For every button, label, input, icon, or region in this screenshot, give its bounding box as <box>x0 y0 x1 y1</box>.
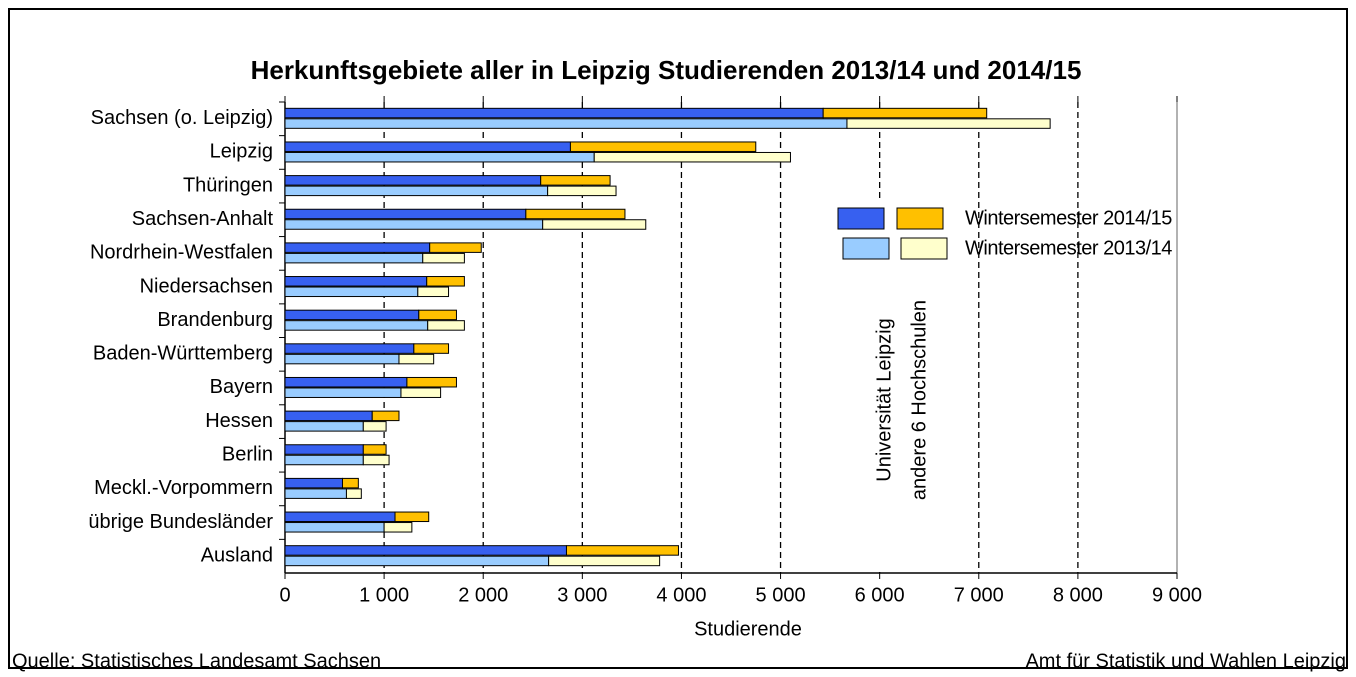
y-tick-label: Leipzig <box>210 141 273 163</box>
x-axis-label: Studierende <box>694 618 802 640</box>
bar <box>284 376 408 388</box>
bar <box>284 511 396 523</box>
bar <box>542 219 647 230</box>
bar <box>284 320 429 331</box>
bar <box>284 242 431 253</box>
bar <box>418 309 457 321</box>
bar <box>284 343 415 354</box>
bar <box>284 555 550 567</box>
bar <box>547 185 617 197</box>
bar <box>284 421 364 432</box>
y-tick-label: Thüringen <box>183 174 273 196</box>
bar <box>284 219 544 230</box>
bar <box>822 107 988 119</box>
x-tick-label: 6 000 <box>855 584 905 606</box>
bar <box>284 107 824 119</box>
bar <box>371 410 400 422</box>
bar <box>284 522 385 533</box>
bar <box>429 242 482 253</box>
bar <box>427 320 465 331</box>
bar <box>398 353 435 365</box>
bar <box>284 141 571 152</box>
x-tick-label: 7 000 <box>954 584 1004 606</box>
bar <box>284 185 549 197</box>
y-tick-label: Sachsen-Anhalt <box>132 208 274 230</box>
legend-swatch <box>842 237 890 260</box>
y-tick-label: Brandenburg <box>157 309 273 331</box>
bar <box>284 353 400 365</box>
bar <box>284 444 364 455</box>
bar <box>284 545 567 556</box>
x-tick-label: 5 000 <box>756 584 806 606</box>
y-tick-label: Hessen <box>205 410 273 432</box>
x-tick-label: 0 <box>279 584 290 606</box>
bar <box>284 410 373 422</box>
legend-label: Wintersemester 2013/14 <box>965 237 1172 259</box>
bar <box>383 522 413 533</box>
bar <box>284 477 343 489</box>
bar <box>417 286 450 298</box>
legend-bg <box>830 200 960 570</box>
credit: Amt für Statistik und Wahlen Leipzig <box>1025 650 1346 672</box>
bar <box>525 208 626 220</box>
x-tick-label: 9 000 <box>1152 584 1202 606</box>
bar <box>345 488 362 499</box>
y-tick-label: Ausland <box>201 544 273 566</box>
bar <box>362 421 387 432</box>
bar <box>593 151 791 163</box>
bar <box>284 252 424 264</box>
bar <box>394 511 430 523</box>
x-tick-label: 4 000 <box>656 584 706 606</box>
bar <box>284 118 848 129</box>
bar <box>413 343 450 354</box>
x-tick-label: 8 000 <box>1053 584 1103 606</box>
y-tick-label: Bayern <box>210 376 273 398</box>
x-tick-label: 1 000 <box>359 584 409 606</box>
source: Quelle: Statistisches Landesamt Sachsen <box>12 650 381 672</box>
bar <box>406 376 457 388</box>
legend-institution: andere 6 Hochschulen <box>908 300 930 500</box>
bar <box>548 555 661 567</box>
bar <box>284 276 428 287</box>
x-tick-label: 3 000 <box>557 584 607 606</box>
bar <box>284 488 347 499</box>
y-tick-label: Baden-Württemberg <box>93 343 273 365</box>
bar <box>341 477 359 489</box>
y-tick-label: Sachsen (o. Leipzig) <box>91 107 273 129</box>
chart-title: Herkunftsgebiete aller in Leipzig Studie… <box>251 55 1082 85</box>
bar <box>284 208 527 220</box>
bar <box>284 309 420 321</box>
legend-label: Wintersemester 2014/15 <box>965 207 1172 229</box>
bar <box>569 141 757 152</box>
bar <box>422 252 465 264</box>
legend-institution: Universität Leipzig <box>873 318 895 481</box>
legend-swatch <box>900 237 948 260</box>
y-tick-label: Niedersachsen <box>140 275 273 297</box>
bar <box>284 454 364 466</box>
bar <box>284 175 542 186</box>
bar <box>565 545 679 556</box>
bar <box>400 387 442 398</box>
y-tick-label: Berlin <box>222 444 273 466</box>
bar <box>284 286 419 298</box>
bar <box>284 387 402 398</box>
bar <box>362 444 387 455</box>
bar <box>362 454 390 466</box>
bar <box>426 276 465 287</box>
y-tick-label: übrige Bundesländer <box>88 511 273 533</box>
y-tick-label: Meckl.-Vorpommern <box>94 477 273 499</box>
y-tick-label: Nordrhein-Westfalen <box>90 242 273 264</box>
bar <box>846 118 1051 129</box>
bar <box>540 175 611 186</box>
legend-swatch <box>837 207 885 230</box>
bar <box>284 151 595 163</box>
legend-swatch <box>896 207 944 230</box>
x-tick-label: 2 000 <box>458 584 508 606</box>
